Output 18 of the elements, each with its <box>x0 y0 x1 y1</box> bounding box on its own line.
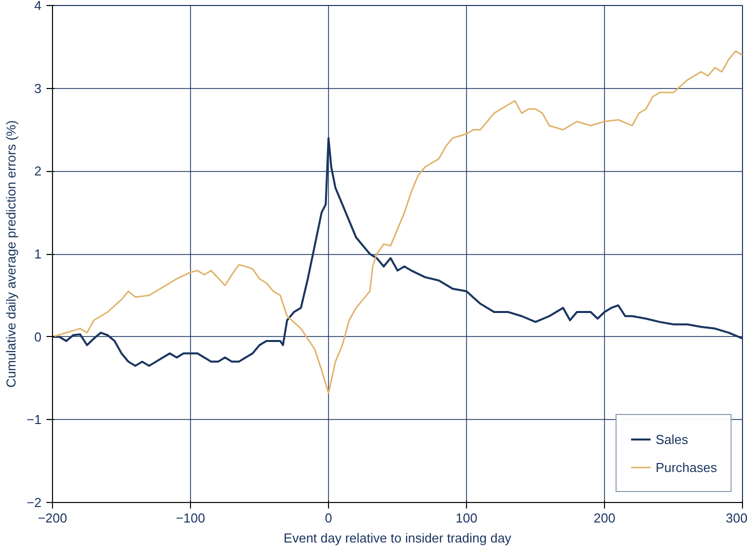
x-tick-label: −100 <box>176 510 206 526</box>
y-tick-label: 3 <box>34 80 42 96</box>
x-tick-label: 300 <box>726 510 747 526</box>
legend-label: Sales <box>656 432 688 446</box>
line-series <box>52 50 742 394</box>
y-axis-title: Cumulative daily average prediction errors (%) <box>4 120 19 388</box>
legend-label: Purchases <box>656 460 717 474</box>
x-axis-title: Event day relative to insider trading day <box>284 530 512 546</box>
y-tick-label: −2 <box>26 495 42 510</box>
x-tick-label: 200 <box>594 510 616 526</box>
x-tick-label: −200 <box>38 510 68 526</box>
y-tick-label: 0 <box>34 329 42 344</box>
x-tick-label: 100 <box>456 510 478 526</box>
y-tick-label: 2 <box>34 164 42 179</box>
x-tick-label: 0 <box>324 510 332 526</box>
y-tick-label: 1 <box>34 246 42 262</box>
y-tick-label: 4 <box>34 0 42 13</box>
y-tick-label: −1 <box>26 412 42 428</box>
